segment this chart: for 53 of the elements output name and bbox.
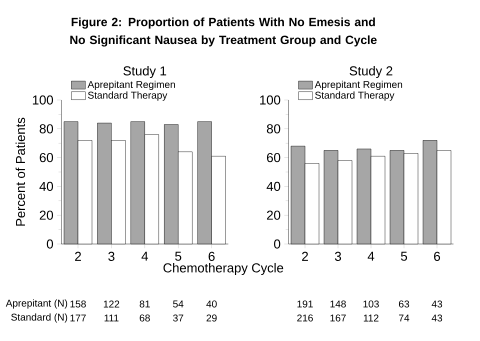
chart-title: Figure 2: Proportion of Patients With No Emesis and No Significant Nausea by Treatment Group and Cycle [70,17,377,47]
text: 43 [432,314,442,322]
x-tick-label: 6 [208,252,215,261]
x-tick-label: 2 [302,252,308,261]
y-tick-label: 60 [40,153,54,162]
y-tick-label: 80 [40,124,54,134]
text: 122 [104,300,120,308]
x-tick-label: 2 [75,252,81,261]
legend-label: Standard Therapy [315,91,394,101]
y-tick-label: 20 [40,210,54,220]
text: 54 [173,300,184,308]
x-tick-label: 3 [108,252,114,261]
text: 167 [330,314,346,322]
x-tick-label: 3 [334,252,342,261]
y-tick-label: 40 [266,182,280,191]
y-tick-label: 80 [266,124,280,134]
text: 40 [206,300,217,308]
y-tick-label: 0 [274,239,280,249]
y-axis-title: Percent of Patients [16,118,26,226]
y-tick-label: 0 [46,239,54,249]
x-tick-label: 5 [400,252,408,261]
text: 111 [104,314,118,322]
legend-label: Standard Therapy [88,91,168,101]
text: 191 [297,300,313,308]
y-tick-label: 100 [260,95,280,105]
text: 103 [363,300,379,308]
text: 148 [330,300,346,308]
x-tick-label: 6 [434,252,440,261]
legend-label: Aprepitant Regimen [88,80,175,90]
text: 112 [364,314,378,322]
y-tick-label: 60 [266,153,280,162]
text: 74 [398,314,410,322]
x-tick-label: 4 [368,252,374,261]
x-tick-label: 5 [175,252,182,261]
chart-subtitle: Study 2 [350,66,392,78]
y-tick-label: 100 [32,95,54,105]
text: 177 [70,314,86,322]
chart-subtitle: Study 1 [123,66,166,78]
text: 29 [206,314,217,322]
text: 37 [173,314,184,322]
text: Aprepitant (N) [6,299,68,309]
legend-label: Aprepitant Regimen [314,80,402,90]
y-tick-label: 40 [39,182,54,191]
x-tick-label: 4 [142,252,148,261]
text: 43 [432,300,442,308]
text: 68 [140,314,150,322]
text: 63 [398,300,410,308]
text: 216 [297,314,313,322]
x-axis-title: Chemotherapy Cycle [163,262,284,276]
text: 81 [140,300,150,308]
y-tick-label: 20 [266,210,280,220]
text: Standard (N) [11,313,68,323]
text: 158 [70,300,86,308]
